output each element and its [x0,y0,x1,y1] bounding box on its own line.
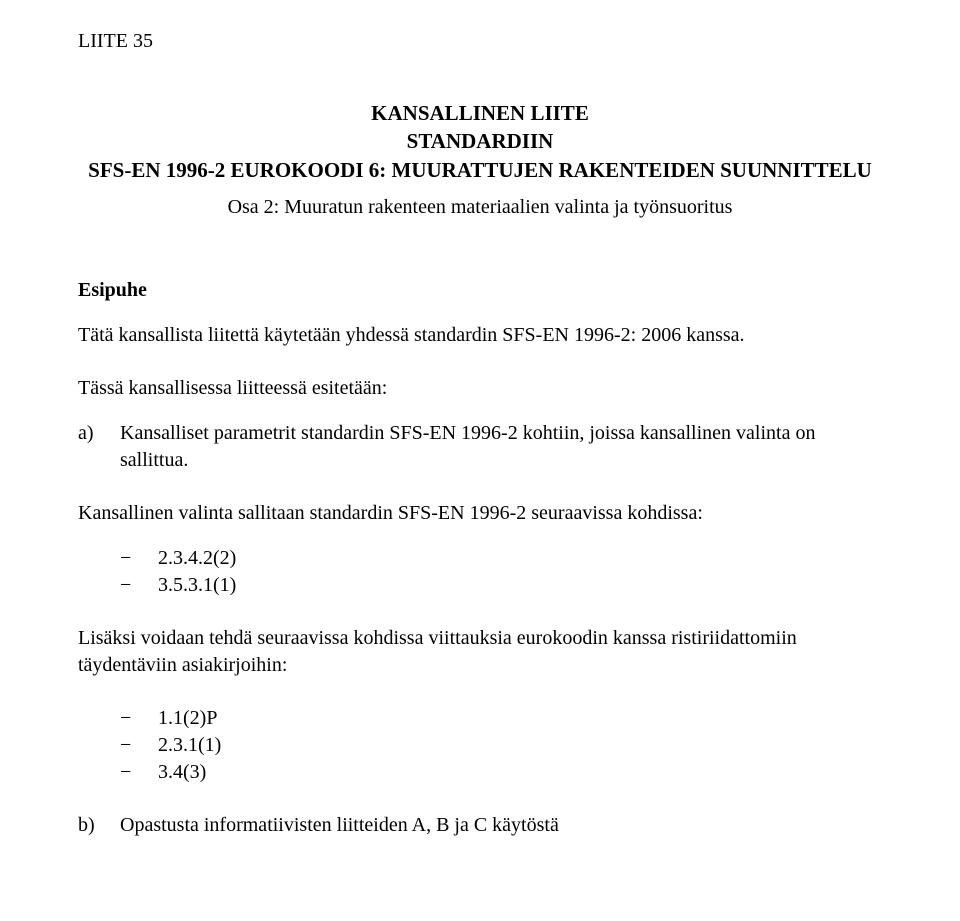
dash-item: − 2.3.4.2(2) [120,545,882,572]
title-block: KANSALLINEN LIITE STANDARDIIN SFS-EN 199… [78,99,882,184]
paragraph-3: Kansallinen valinta sallitaan standardin… [78,500,882,527]
paragraph-1: Tätä kansallista liitettä käytetään yhde… [78,322,882,349]
dash-glyph: − [120,732,158,759]
dash-glyph: − [120,759,158,786]
dash-item: − 2.3.1(1) [120,732,882,759]
paragraph-2: Tässä kansallisessa liitteessä esitetään… [78,375,882,402]
dash-item: − 3.5.3.1(1) [120,572,882,599]
paragraph-4: Lisäksi voidaan tehdä seuraavissa kohdis… [78,625,882,679]
dash-glyph: − [120,705,158,732]
dash-text: 2.3.1(1) [158,732,221,759]
title-line-3: SFS-EN 1996-2 EUROKOODI 6: MUURATTUJEN R… [78,156,882,184]
dash-text: 1.1(2)P [158,705,217,732]
preface-heading: Esipuhe [78,277,882,304]
list-item-b: b) Opastusta informatiivisten liitteiden… [78,812,882,839]
dash-glyph: − [120,572,158,599]
dash-glyph: − [120,545,158,572]
dash-list-1: − 2.3.4.2(2) − 3.5.3.1(1) [120,545,882,599]
list-item-a: a) Kansalliset parametrit standardin SFS… [78,420,882,474]
dash-text: 3.5.3.1(1) [158,572,236,599]
title-subtitle: Osa 2: Muuratun rakenteen materiaalien v… [78,194,882,221]
title-line-2: STANDARDIIN [78,127,882,155]
dash-item: − 3.4(3) [120,759,882,786]
dash-list-2: − 1.1(2)P − 2.3.1(1) − 3.4(3) [120,705,882,786]
list-content-b: Opastusta informatiivisten liitteiden A,… [120,812,559,839]
dash-text: 3.4(3) [158,759,206,786]
list-marker-a: a) [78,420,120,474]
dash-text: 2.3.4.2(2) [158,545,236,572]
dash-item: − 1.1(2)P [120,705,882,732]
list-marker-b: b) [78,812,120,839]
document-page: LIITE 35 KANSALLINEN LIITE STANDARDIIN S… [0,0,960,921]
document-id: LIITE 35 [78,28,882,55]
list-content-a: Kansalliset parametrit standardin SFS-EN… [120,420,882,474]
title-line-1: KANSALLINEN LIITE [78,99,882,127]
